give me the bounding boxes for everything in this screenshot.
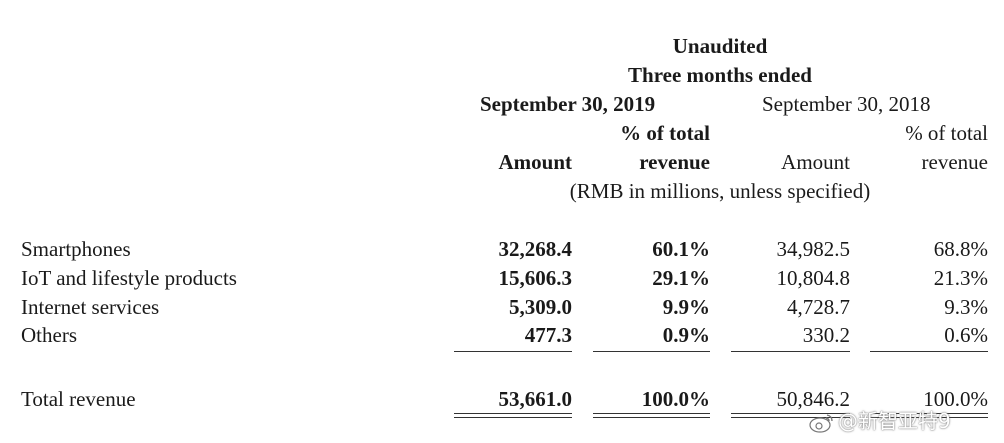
subtotal-rule	[731, 351, 850, 352]
row-label: IoT and lifestyle products	[21, 266, 237, 290]
watermark-text: @新智亚特9	[838, 409, 951, 433]
header-unaudited: Unaudited	[672, 34, 768, 58]
total-double-rule-top	[454, 413, 572, 414]
row-amount-2018: 10,804.8	[776, 266, 851, 290]
header-pct-2019-line2: revenue	[639, 150, 710, 174]
header-date-2019: September 30, 2019	[480, 92, 656, 116]
total-double-rule-bottom	[454, 417, 572, 418]
row-pct-2018: 68.8%	[933, 237, 988, 261]
total-pct-2019: 100.0%	[641, 387, 710, 411]
header-amount-2018: Amount	[781, 150, 850, 174]
row-amount-2019: 5,309.0	[509, 295, 572, 319]
weibo-logo-icon	[808, 412, 834, 434]
watermark: @新智亚特9	[808, 406, 998, 436]
total-amount-2019: 53,661.0	[498, 387, 573, 411]
header-amount-2019: Amount	[498, 150, 572, 174]
total-pct-2018: 100.0%	[923, 387, 988, 411]
header-pct-2019-line1: % of total	[620, 121, 710, 145]
row-pct-2019: 60.1%	[652, 237, 710, 261]
total-double-rule-top	[593, 413, 710, 414]
total-double-rule-bottom	[870, 417, 988, 418]
total-double-rule-top	[731, 413, 850, 414]
row-amount-2019: 477.3	[524, 323, 572, 347]
total-double-rule-bottom	[731, 417, 850, 418]
row-label: Internet services	[21, 295, 160, 319]
row-pct-2018: 9.3%	[944, 295, 988, 319]
header-units: (RMB in millions, unless specified)	[569, 179, 871, 203]
total-double-rule-bottom	[593, 417, 710, 418]
total-double-rule-top	[870, 413, 988, 414]
row-pct-2018: 21.3%	[933, 266, 988, 290]
row-label: Smartphones	[21, 237, 131, 261]
row-amount-2019: 32,268.4	[498, 237, 573, 261]
subtotal-rule	[593, 351, 710, 352]
row-label: Others	[21, 323, 77, 347]
subtotal-rule	[454, 351, 572, 352]
row-amount-2018: 34,982.5	[776, 237, 851, 261]
row-pct-2019: 29.1%	[652, 266, 710, 290]
header-pct-2018-line2: revenue	[921, 150, 988, 174]
subtotal-rule	[870, 351, 988, 352]
row-pct-2018: 0.6%	[944, 323, 988, 347]
row-amount-2018: 4,728.7	[787, 295, 850, 319]
header-date-2018: September 30, 2018	[762, 92, 931, 116]
row-pct-2019: 0.9%	[662, 323, 710, 347]
row-pct-2019: 9.9%	[662, 295, 710, 319]
row-amount-2019: 15,606.3	[498, 266, 573, 290]
header-pct-2018-line1: % of total	[905, 121, 988, 145]
total-amount-2018: 50,846.2	[776, 387, 851, 411]
header-period: Three months ended	[628, 63, 812, 87]
row-amount-2018: 330.2	[802, 323, 850, 347]
total-label: Total revenue	[21, 387, 136, 411]
